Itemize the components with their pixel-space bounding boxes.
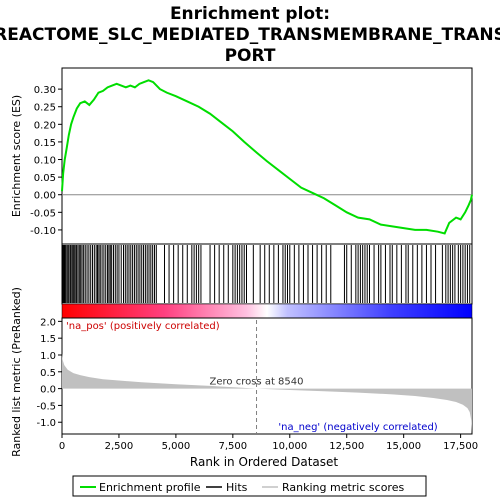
positive-correlation-label: 'na_pos' (positively correlated) xyxy=(66,321,220,332)
es-y-axis: 0.30 0.25 0.20 0.15 0.10 0.05 0.00 -0.05 -0.10 xyxy=(30,85,62,237)
es-y-tick-label: 0.15 xyxy=(34,138,56,149)
metric-x-tick-label: 17,500 xyxy=(443,441,478,452)
metric-y-tick-label: 0.5 xyxy=(40,368,56,379)
es-y-tick-label: 0.30 xyxy=(34,85,56,96)
metric-y-tick-label: -1.0 xyxy=(36,418,56,429)
metric-y-tick-label: 1.5 xyxy=(40,334,56,345)
es-y-tick-label: 0.00 xyxy=(34,191,56,202)
legend-frame xyxy=(72,475,427,497)
chart-title-line3: PORT xyxy=(225,46,276,66)
metric-y-tick-label: 2.0 xyxy=(40,317,56,328)
es-y-tick-label: 0.05 xyxy=(34,173,56,184)
hit-marks xyxy=(61,245,471,303)
metric-x-tick-label: 12,500 xyxy=(329,441,364,452)
es-y-tick-label: 0.10 xyxy=(34,156,56,167)
chart-title-line2: REACTOME_SLC_MEDIATED_TRANSMEMBRANE_TRAN… xyxy=(0,25,500,45)
metric-y-axis-label: Ranked list metric (PreRanked) xyxy=(10,287,23,457)
hits-panel xyxy=(61,243,473,319)
metric-x-tick-label: 7,500 xyxy=(219,441,248,452)
es-y-tick-label: 0.25 xyxy=(34,103,56,114)
metric-x-axis-label: Rank in Ordered Dataset xyxy=(190,455,338,469)
es-curve xyxy=(61,79,473,235)
metric-y-tick-label: -0.5 xyxy=(36,401,56,412)
es-y-axis-label: Enrichment score (ES) xyxy=(10,95,23,217)
es-y-tick-label: 0.20 xyxy=(34,120,56,131)
negative-correlation-label: 'na_neg' (negatively correlated) xyxy=(278,422,437,433)
es-panel-frame xyxy=(61,67,473,245)
metric-y-tick-label: 0.0 xyxy=(40,385,56,396)
legend-es-label: Enrichment profile xyxy=(99,481,201,494)
metric-x-tick-label: 0 xyxy=(59,441,65,452)
legend-metric-label: Ranking metric scores xyxy=(282,481,404,494)
metric-x-tick-label: 5,000 xyxy=(162,441,191,452)
metric-area xyxy=(62,353,472,433)
metric-x-tick-label: 15,000 xyxy=(386,441,421,452)
rank-color-bar xyxy=(61,303,473,319)
zero-cross-label: Zero cross at 8540 xyxy=(210,377,304,388)
legend-hits-label: Hits xyxy=(226,481,248,494)
es-y-tick-label: -0.10 xyxy=(30,226,56,237)
metric-x-axis: 0 2,500 5,000 7,500 10,000 12,500 15,000 17,500 xyxy=(59,434,478,452)
metric-panel: Zero cross at 8540 'na_pos' (positively … xyxy=(10,287,478,469)
metric-y-tick-label: 1.0 xyxy=(40,351,56,362)
es-y-tick-label: -0.05 xyxy=(30,208,56,219)
metric-x-tick-label: 2,500 xyxy=(105,441,134,452)
es-panel: 0.30 0.25 0.20 0.15 0.10 0.05 0.00 -0.05 -0.10 E… xyxy=(10,67,473,245)
metric-y-axis: 2.0 1.5 1.0 0.5 0.0 -0.5 -1.0 xyxy=(36,317,62,429)
legend: Enrichment profile Hits Ranking metric s… xyxy=(72,475,427,497)
metric-x-tick-label: 10,000 xyxy=(272,441,307,452)
chart-title-line1: Enrichment plot: xyxy=(170,4,330,24)
